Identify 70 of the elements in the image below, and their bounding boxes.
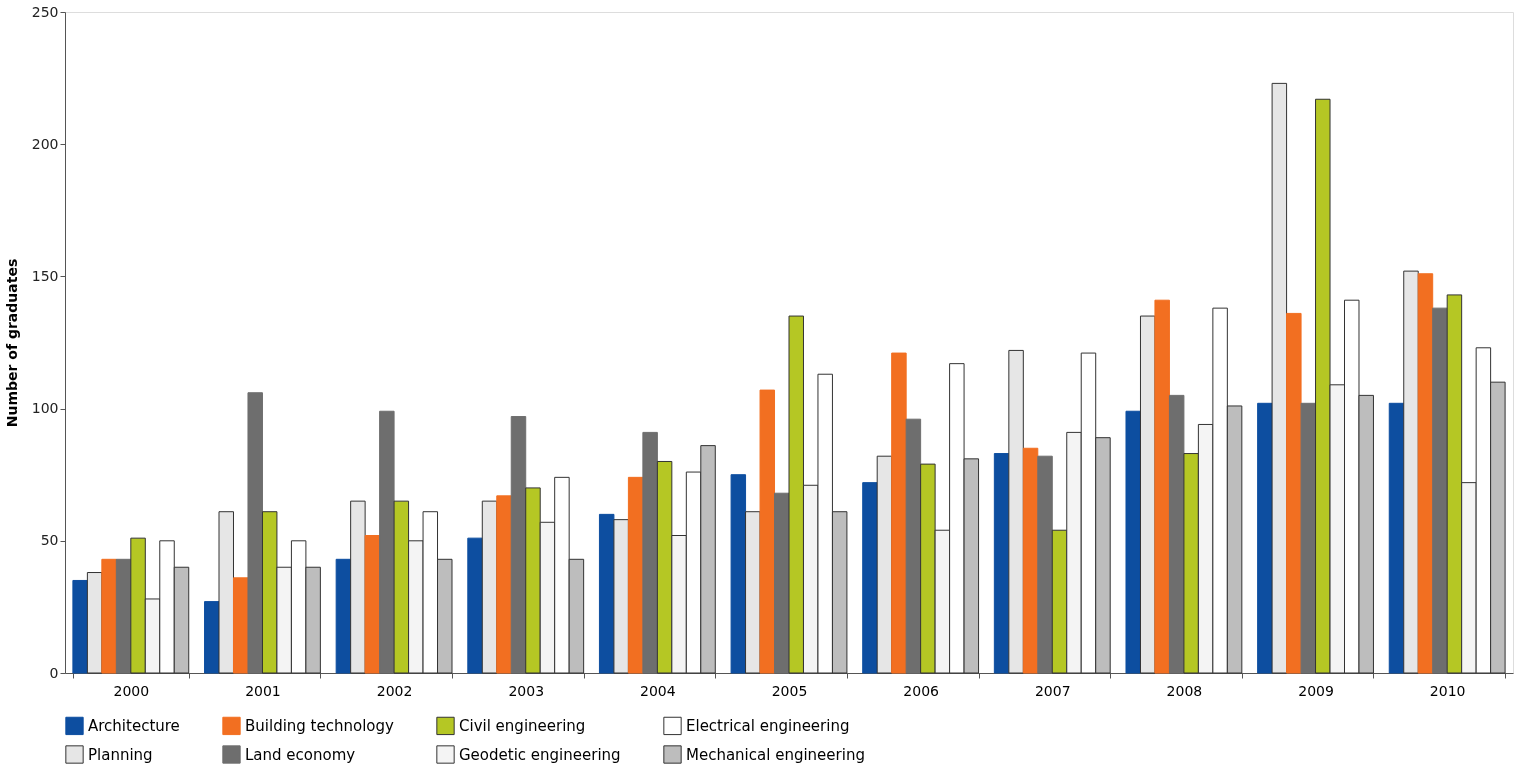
bar [1008,349,1024,674]
bar [1417,273,1434,674]
x-tick-label: 2006 [903,682,940,699]
bar [1388,402,1405,674]
y-tick-label: 100 [31,400,59,417]
x-tick-label: 2009 [1298,682,1334,699]
bar [1300,402,1317,674]
bar [1403,270,1419,674]
bar [86,572,103,674]
y-tick-label: 150 [31,267,59,284]
bar [1168,394,1185,674]
bar [1154,299,1170,674]
bar [467,537,483,674]
bar [1022,447,1039,674]
bar [905,418,922,674]
bar [350,500,366,674]
bar [1271,82,1288,674]
bar [1432,307,1448,674]
legend-label: Land economy [245,745,356,764]
bar [759,389,776,674]
bar [891,352,907,674]
bar [218,511,234,674]
legend-label: Civil engineering [459,716,586,735]
x-tick-label: 2008 [1166,682,1203,699]
bar [613,519,629,674]
legend-label: Mechanical engineering [686,745,865,764]
bar [1286,312,1302,674]
x-tick-label: 2001 [245,682,281,699]
bar [115,558,132,674]
bar [1257,402,1273,674]
legend-label: Building technology [245,716,395,735]
bar [204,601,220,674]
legend-label: Geodetic engineering [459,745,621,764]
bar [101,558,117,674]
x-tick-label: 2007 [1034,682,1071,699]
x-tick-label: 2010 [1429,682,1466,699]
x-tick-label: 2000 [113,682,150,699]
y-tick-label: 50 [40,532,59,549]
bar [232,577,249,674]
bar [1139,315,1156,674]
bar [774,492,790,674]
bar [730,474,747,674]
bar [510,416,527,674]
bar [598,513,615,674]
y-tick-label: 200 [31,135,59,152]
y-axis-title: Number of graduates [3,258,20,428]
y-tick-label: 0 [49,664,59,681]
bar [496,495,512,674]
y-tick-label: 250 [31,3,59,20]
bar [481,500,498,674]
x-tick-label: 2002 [376,682,413,699]
bar [1037,455,1053,674]
legend-label: Architecture [88,716,180,735]
bar [627,476,644,674]
bar [745,511,761,674]
bar [364,535,381,674]
x-tick-label: 2005 [771,682,808,699]
bar [72,579,88,674]
bar [379,410,395,674]
bar [247,392,263,674]
bar [1125,410,1141,674]
bar [862,482,878,674]
x-tick-label: 2003 [508,682,545,699]
legend-label: Planning [88,745,153,764]
bar [876,455,893,674]
bar [642,431,658,674]
legend-label: Electrical engineering [686,716,850,735]
x-tick-label: 2004 [640,682,676,699]
bar [993,453,1010,674]
bar [335,558,352,674]
